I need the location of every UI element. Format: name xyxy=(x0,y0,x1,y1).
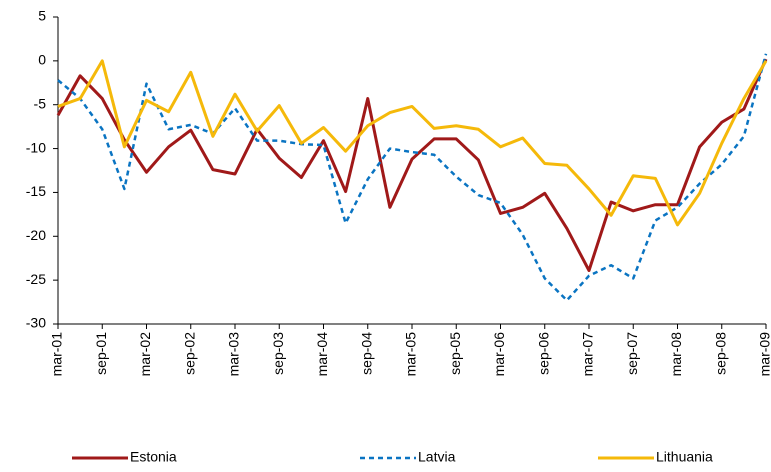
x-tick-label: mar-07 xyxy=(580,332,596,377)
x-tick-label: mar-02 xyxy=(137,332,153,377)
series-line xyxy=(56,58,768,272)
x-tick-label: mar-03 xyxy=(226,332,242,377)
x-tick-label: sep-07 xyxy=(624,332,640,375)
x-tick-label: sep-05 xyxy=(447,332,463,375)
y-tick-label: -5 xyxy=(34,95,47,111)
series-line xyxy=(57,53,768,302)
y-tick-label: -10 xyxy=(26,139,46,155)
x-tick-label: sep-08 xyxy=(712,332,728,375)
y-tick-label: -25 xyxy=(26,271,46,287)
x-tick-label: mar-05 xyxy=(403,332,419,377)
y-tick-label: -15 xyxy=(26,183,46,199)
y-tick-label: 0 xyxy=(38,52,46,68)
legend-label: Lithuania xyxy=(656,449,713,465)
x-tick-label: mar-06 xyxy=(491,332,507,377)
y-tick-label: -20 xyxy=(26,227,46,243)
x-tick-label: mar-01 xyxy=(49,332,65,377)
x-tick-label: mar-09 xyxy=(757,332,771,377)
x-tick-label: sep-06 xyxy=(535,332,551,375)
x-tick-label: sep-04 xyxy=(358,332,374,375)
x-tick-label: sep-03 xyxy=(270,332,286,375)
y-tick-label: 5 xyxy=(38,8,46,24)
x-tick-label: mar-04 xyxy=(314,332,330,377)
x-tick-label: sep-02 xyxy=(181,332,197,375)
x-tick-label: sep-01 xyxy=(93,332,109,375)
x-tick-label: mar-08 xyxy=(668,332,684,377)
series-line xyxy=(57,59,768,227)
y-tick-label: -30 xyxy=(26,315,46,331)
legend-label: Latvia xyxy=(418,449,456,465)
legend-label: Estonia xyxy=(130,449,177,465)
